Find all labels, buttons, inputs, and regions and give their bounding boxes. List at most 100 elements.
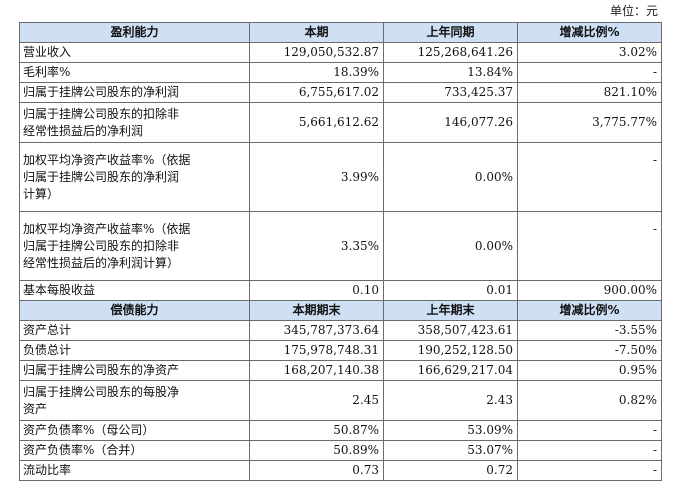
prior-value: 125,268,641.26: [383, 42, 518, 63]
prior-value: 358,507,423.61: [383, 320, 518, 341]
change-value: 0.95%: [517, 360, 662, 381]
table-row: 归属于挂牌公司股东的每股净 资产 2.45 2.43 0.82%: [19, 380, 662, 421]
prior-value: 13.84%: [383, 62, 518, 83]
change-value: -: [517, 460, 662, 481]
header-cell: 本期: [249, 22, 384, 43]
prior-value: 190,252,128.50: [383, 340, 518, 361]
prior-value: 0.72: [383, 460, 518, 481]
table-row: 基本每股收益 0.10 0.01 900.00%: [19, 280, 662, 301]
row-label: 归属于挂牌公司股东的净利润: [19, 82, 250, 103]
header-cell: 增减比例%: [517, 300, 662, 321]
table-row: 加权平均净资产收益率%（依据 归属于挂牌公司股东的净利润 计算） 3.99% 0…: [19, 142, 662, 212]
label-line: 归属于挂牌公司股东的扣除非: [23, 238, 180, 253]
label-line: 归属于挂牌公司股东的每股净: [23, 384, 180, 399]
label-line: 资产: [23, 401, 48, 416]
current-value: 168,207,140.38: [249, 360, 384, 381]
table-row: 营业收入 129,050,532.87 125,268,641.26 3.02%: [19, 42, 662, 63]
change-value: 3.02%: [517, 42, 662, 63]
current-value: 3.35%: [249, 211, 384, 281]
table-row: 资产总计 345,787,373.64 358,507,423.61 -3.55…: [19, 320, 662, 341]
table-row: 归属于挂牌公司股东的扣除非 经常性损益后的净利润 5,661,612.62 14…: [19, 102, 662, 143]
header-cell: 上年期末: [383, 300, 518, 321]
prior-value: 0.00%: [383, 142, 518, 212]
header-cell: 偿债能力: [19, 300, 250, 321]
table-row: 归属于挂牌公司股东的净资产 168,207,140.38 166,629,217…: [19, 360, 662, 381]
header-cell: 上年同期: [383, 22, 518, 43]
current-value: 50.87%: [249, 420, 384, 441]
change-value: -: [517, 62, 662, 83]
prior-value: 733,425.37: [383, 82, 518, 103]
current-value: 345,787,373.64: [249, 320, 384, 341]
prior-value: 53.09%: [383, 420, 518, 441]
change-value: 900.00%: [517, 280, 662, 301]
change-value: -7.50%: [517, 340, 662, 361]
change-value: 0.82%: [517, 380, 662, 421]
current-value: 2.45: [249, 380, 384, 421]
current-value: 6,755,617.02: [249, 82, 384, 103]
change-value: 3,775.77%: [517, 102, 662, 143]
row-label: 毛利率%: [19, 62, 250, 83]
prior-value: 53.07%: [383, 440, 518, 461]
label-line: 经常性损益后的净利润计算）: [23, 255, 180, 270]
change-value: -: [517, 211, 662, 281]
table-row: 流动比率 0.73 0.72 -: [19, 460, 662, 481]
label-line: 加权平均净资产收益率%（依据: [23, 152, 191, 167]
label-line: 经常性损益后的净利润: [23, 123, 144, 138]
label-line: 流动比率: [23, 463, 72, 477]
prior-value: 0.00%: [383, 211, 518, 281]
profitability-header-row: 盈利能力 本期 上年同期 增减比例%: [19, 22, 662, 43]
row-label: 归属于挂牌公司股东的扣除非 经常性损益后的净利润: [19, 102, 250, 143]
label-line: 加权平均净资产收益率%（依据: [23, 221, 191, 236]
header-cell: 盈利能力: [19, 22, 250, 43]
table-row: 资产负债率%（母公司） 50.87% 53.09% -: [19, 420, 662, 441]
label-line: 资产负债率%（合并）: [23, 443, 143, 457]
change-value: -: [517, 440, 662, 461]
current-value: 3.99%: [249, 142, 384, 212]
row-label: 基本每股收益: [19, 280, 250, 301]
table-row: 归属于挂牌公司股东的净利润 6,755,617.02 733,425.37 82…: [19, 82, 662, 103]
row-label: 资产负债率%（合并）: [19, 440, 250, 461]
label-line: 归属于挂牌公司股东的扣除非: [23, 106, 180, 121]
label-line: 资产总计: [23, 323, 72, 337]
prior-value: 166,629,217.04: [383, 360, 518, 381]
financial-indicators-table: 盈利能力 本期 上年同期 增减比例% 营业收入 129,050,532.87 1…: [19, 22, 662, 481]
label-line: 归属于挂牌公司股东的净利润: [23, 169, 180, 184]
table-row: 毛利率% 18.39% 13.84% -: [19, 62, 662, 83]
change-value: -: [517, 420, 662, 441]
header-cell: 增减比例%: [517, 22, 662, 43]
row-label: 流动比率: [19, 460, 250, 481]
row-label: 归属于挂牌公司股东的每股净 资产: [19, 380, 250, 421]
header-cell: 本期期末: [249, 300, 384, 321]
prior-value: 146,077.26: [383, 102, 518, 143]
row-label: 归属于挂牌公司股东的净资产: [19, 360, 250, 381]
row-label: 资产总计: [19, 320, 250, 341]
label-line: 资产负债率%（母公司）: [23, 423, 155, 437]
table-row: 加权平均净资产收益率%（依据 归属于挂牌公司股东的扣除非 经常性损益后的净利润计…: [19, 211, 662, 281]
change-value: -3.55%: [517, 320, 662, 341]
table-row: 负债总计 175,978,748.31 190,252,128.50 -7.50…: [19, 340, 662, 361]
change-value: -: [517, 142, 662, 212]
label-line: 基本每股收益: [23, 283, 96, 297]
label-line: 负债总计: [23, 343, 72, 357]
unit-label: 单位：元: [609, 4, 658, 18]
label-line: 营业收入: [23, 45, 72, 59]
current-value: 0.10: [249, 280, 384, 301]
change-value: 821.10%: [517, 82, 662, 103]
row-label: 加权平均净资产收益率%（依据 归属于挂牌公司股东的扣除非 经常性损益后的净利润计…: [19, 211, 250, 281]
row-label: 加权平均净资产收益率%（依据 归属于挂牌公司股东的净利润 计算）: [19, 142, 250, 212]
label-line: 计算）: [23, 186, 60, 201]
current-value: 50.89%: [249, 440, 384, 461]
label-line: 归属于挂牌公司股东的净资产: [23, 363, 180, 377]
label-line: 归属于挂牌公司股东的净利润: [23, 85, 180, 99]
current-value: 175,978,748.31: [249, 340, 384, 361]
row-label: 营业收入: [19, 42, 250, 63]
prior-value: 2.43: [383, 380, 518, 421]
row-label: 负债总计: [19, 340, 250, 361]
label-line: 毛利率%: [23, 65, 71, 79]
current-value: 5,661,612.62: [249, 102, 384, 143]
solvency-header-row: 偿债能力 本期期末 上年期末 增减比例%: [19, 300, 662, 321]
current-value: 129,050,532.87: [249, 42, 384, 63]
row-label: 资产负债率%（母公司）: [19, 420, 250, 441]
prior-value: 0.01: [383, 280, 518, 301]
current-value: 0.73: [249, 460, 384, 481]
